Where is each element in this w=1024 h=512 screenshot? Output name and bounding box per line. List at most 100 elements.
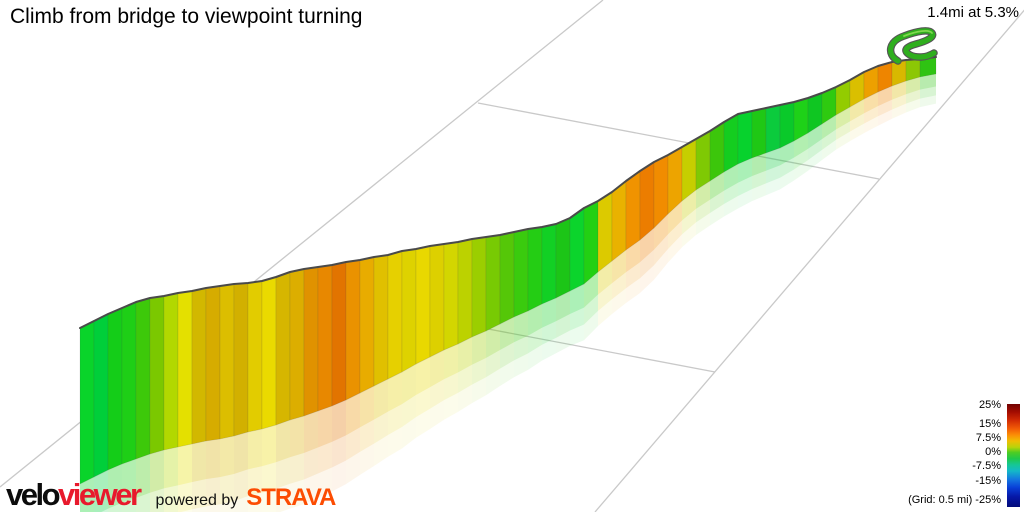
reflection-band [206,439,220,480]
reflection-band [262,462,276,493]
reflection-band [220,473,234,505]
reflection-band [374,379,388,420]
reflection-band [472,358,486,385]
reflection-band [570,284,584,315]
reflection-band [626,278,640,304]
legend-tick-label: 25% [978,399,1001,411]
gradient-stripe [289,268,305,421]
reflection-band [794,148,808,170]
reflection-band [696,181,710,209]
reflection-band [724,196,738,217]
reflection-band [920,74,936,90]
reflection-band [430,379,444,409]
reflection-band [850,113,864,132]
reflection-band [472,331,486,365]
reflection-band [164,447,178,489]
gradient-stripe [527,226,543,312]
reflection-band [640,265,654,294]
reflection-band [920,95,936,108]
gradient-stripe [737,110,753,165]
gradient-stripe [429,243,445,358]
reflection-band [458,364,472,393]
reflection-band [262,425,276,467]
reflection-band [346,451,360,485]
gradient-stripe [583,200,599,285]
gradient-stripe [779,101,795,149]
reflection-band [360,443,374,475]
reflection-band [430,350,444,388]
reflection-band [808,149,822,171]
reflection-band [346,393,360,436]
reflection-band [598,299,612,326]
gradient-stripe [639,161,655,241]
gradient-stripe [555,217,571,299]
reflection-band [794,160,808,181]
reflection-band [500,317,514,351]
veloviewer-logo-viewer[interactable]: viewer [58,477,142,512]
reflection-band [430,400,444,429]
gradient-stripe [541,223,557,305]
gradient-legend: 25% 15% 7.5% 0% -7.5% -15% (Grid: 0.5 mi) -25% [902,398,1022,512]
page-title: Climb from bridge to viewpoint turning [10,5,363,28]
gradient-stripe [695,130,711,191]
strava-logo[interactable]: STRAVA [246,484,336,511]
reflection-band [514,335,528,361]
reflection-band [444,344,458,380]
gradient-stripe [513,228,529,318]
reflection-band [318,406,332,448]
reflection-band [864,92,878,114]
gradient-stripe [135,297,151,460]
veloviewer-logo-velo[interactable]: velo [6,477,61,512]
reflection-band [654,214,668,250]
gradient-stripe [303,266,319,417]
legend-tick-label: -15% [975,475,1001,487]
reflection-band [164,485,178,512]
gradient-stripe [317,264,333,412]
reflection-band [836,131,850,150]
reflection-band [234,432,248,474]
reflection-band [290,453,304,484]
reflection-band [822,115,836,140]
reflection-band [864,116,878,134]
gradient-stripe [247,280,263,433]
gradient-stripe [177,290,193,448]
climb-summary-label: 1.4mi at 5.3% [927,4,1019,21]
reflection-band [612,288,626,315]
reflection-band [556,314,570,338]
gradient-stripe [149,295,165,455]
reflection-band [332,400,346,442]
reflection-band [808,139,822,161]
reflection-band [514,311,528,343]
reflection-band [276,420,290,463]
elevation-crest-edge [79,56,937,329]
reflection-band [304,473,318,505]
legend-tick-label: (Grid: 0.5 mi) -25% [908,494,1001,506]
reflection-band [850,123,864,142]
gradient-stripe [233,282,249,437]
reflection-band [808,124,822,149]
reflection-band [444,372,458,401]
gradient-stripe [569,207,585,292]
reflection-band [710,172,724,200]
gradient-stripe [905,58,921,82]
reflection-band [542,337,556,361]
reflection-band [374,411,388,444]
reflection-band [486,324,500,359]
reflection-band [192,506,206,512]
reflection-band [878,86,892,107]
reflection-band [570,307,584,331]
gradient-stripe [723,113,739,173]
gradient-stripe [205,285,221,442]
reflection-band [710,190,724,214]
reflection-band [318,441,332,474]
gradient-stripe [163,292,179,451]
reflection-band [878,99,892,117]
reflection-band [360,419,374,452]
gradient-stripe [499,231,515,325]
reflection-band [290,416,304,458]
reflection-band [458,337,472,373]
gradient-stripe [485,234,501,332]
reflection-band [598,261,612,295]
reflection-band [108,502,122,512]
reflection-band [514,353,528,378]
